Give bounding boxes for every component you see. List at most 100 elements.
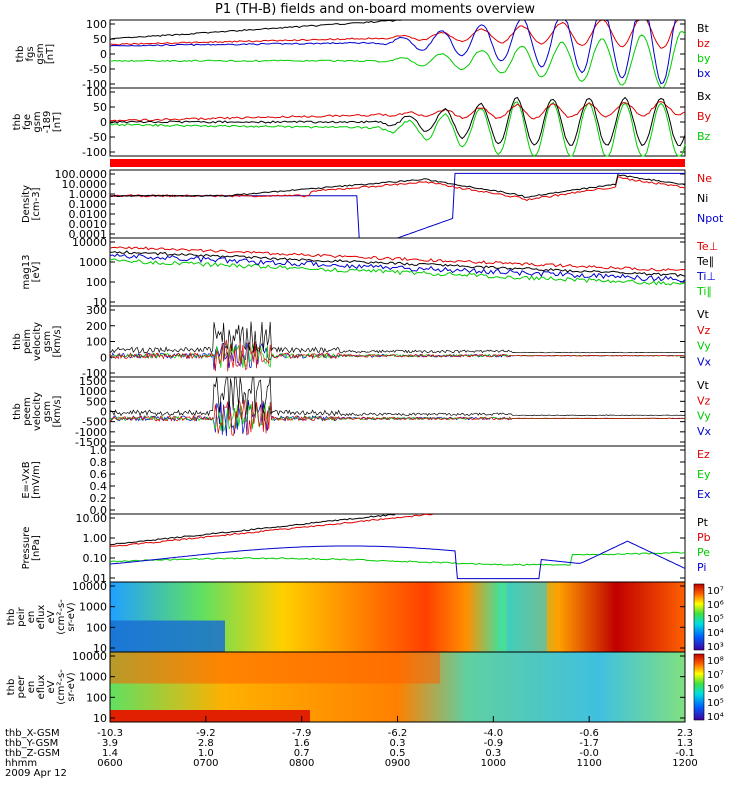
y-tick-label: 1.0000 — [69, 188, 108, 201]
legend-entry: Ex — [697, 488, 711, 501]
x-axis-row-label: thb_Z-GSM — [5, 748, 60, 759]
y-tick-label: 10.00 — [76, 512, 108, 525]
legend-entry: Bx — [697, 90, 712, 103]
y-axis-label: E=-VxB — [21, 461, 32, 498]
y-tick-label: 10 — [93, 712, 107, 725]
y-tick-label: 1.00 — [83, 532, 108, 545]
legend-entry: Pt — [697, 516, 709, 529]
y-axis-label: thb — [6, 609, 17, 626]
colorbar-tick-label: 10⁴ — [707, 712, 724, 723]
legend-entry: Te∥ — [696, 255, 714, 268]
y-tick-label: 10 — [93, 642, 107, 655]
series-ti-par — [109, 258, 686, 286]
y-axis-label: (cm²-s- — [56, 669, 67, 705]
panel-9: 10⁷ 10⁶ 10⁵ 10⁴ 10³ 10000 1000 100 10 thb peir en ef… — [6, 580, 724, 655]
panel-8: 10.00 1.00 0.10 0.01 Pressure [nPa] Pt Pb Pe Pi — [21, 512, 711, 585]
y-tick-label: 1.0 — [90, 444, 108, 457]
y-tick-label: 0 — [100, 48, 107, 61]
x-axis-value: -1.7 — [579, 738, 599, 749]
y-axis-label: [mV/m] — [31, 461, 42, 499]
x-axis-value: 1000 — [481, 758, 506, 769]
y-axis-label: fgs — [25, 46, 36, 61]
y-tick-label: 10000 — [72, 580, 107, 593]
y-tick-label: 1000 — [79, 601, 107, 614]
series-vt — [109, 321, 686, 354]
legend-entry: Pb — [697, 531, 711, 544]
y-axis-label: eflux — [36, 675, 47, 700]
colorbar-tick-label: 10⁵ — [707, 698, 724, 709]
y-axis-label: peir — [16, 606, 27, 626]
legend-entry: Ni — [697, 192, 708, 205]
y-tick-label: -1500 — [75, 436, 107, 449]
x-axis-value: 0700 — [193, 758, 218, 769]
series-ne — [109, 176, 686, 202]
y-axis-label: [km/s] — [52, 395, 63, 427]
series-te-perp — [109, 246, 686, 272]
y-axis-label: mag13 — [21, 255, 32, 290]
series-te-par — [109, 250, 686, 278]
y-tick-label: 200 — [86, 320, 107, 333]
y-axis-label: peem — [22, 397, 33, 425]
spectrogram-high-band — [110, 652, 440, 684]
colorbar-tick-label: 10⁶ — [707, 684, 724, 695]
panel-3: 100.000010.00001.00000.10000.01000.00100… — [21, 168, 724, 241]
y-axis-label: en — [26, 681, 37, 694]
y-axis-label: en — [26, 611, 37, 624]
legend-entry: Bz — [697, 130, 711, 143]
legend-entry: Ey — [697, 468, 711, 481]
series-pb — [110, 513, 434, 547]
y-tick-label: 0.0100 — [69, 208, 108, 221]
y-tick-label: 100.0000 — [55, 168, 108, 181]
y-tick-label: -100 — [82, 146, 107, 159]
colorbar-tick-label: 10⁷ — [707, 586, 724, 597]
series-pi — [109, 540, 686, 580]
x-axis-value: 0.3 — [390, 738, 406, 749]
legend-entry: Te⊥ — [696, 240, 718, 253]
series-vz — [109, 339, 686, 372]
y-tick-label: 50 — [93, 101, 107, 114]
y-axis-label: eV — [46, 610, 57, 623]
figure-title: P1 (TH-B) fields and on-board moments ov… — [215, 2, 535, 17]
x-axis-value: 0900 — [385, 758, 410, 769]
y-tick-label: 100 — [86, 86, 107, 99]
panel-frame — [109, 169, 686, 239]
series-pt — [109, 513, 396, 546]
date-label: 2009 Apr 12 — [5, 768, 67, 779]
legend-entry: Pe — [697, 546, 710, 559]
panel-10: 10⁸ 10⁷ 10⁶ 10⁵ 10⁴ 10000 1000 100 10 thb peer en ef… — [6, 650, 724, 725]
x-axis-value: 0.7 — [294, 748, 310, 759]
legend-entry: Ti⊥ — [696, 270, 716, 283]
panel-frame — [109, 237, 686, 307]
series-bz — [109, 101, 686, 157]
x-axis-value: -6.2 — [388, 728, 408, 739]
x-axis-value: 3.9 — [102, 738, 118, 749]
y-axis-label: [cm-3] — [31, 187, 42, 220]
y-tick-label: -500 — [82, 416, 107, 429]
legend-entry: Vy — [697, 340, 711, 353]
y-tick-label: -100 — [82, 367, 107, 380]
series-vt — [109, 376, 686, 417]
series-vy — [109, 402, 685, 433]
y-tick-label: 0.4 — [90, 480, 108, 493]
y-tick-label: 100 — [86, 276, 107, 289]
y-tick-label: 0.2 — [90, 492, 108, 505]
colorbar-tick-label: 10⁶ — [707, 600, 724, 611]
colorbar-tick-label: 10³ — [707, 642, 724, 653]
legend-entry: Vz — [697, 324, 711, 337]
y-tick-label: 10000 — [72, 650, 107, 663]
y-axis-label: thb — [12, 403, 23, 420]
y-tick-label: -1000 — [75, 426, 107, 439]
y-tick-label: 10 — [93, 296, 107, 309]
y-axis-label: peim — [22, 329, 33, 354]
panel-1: 100 50 0 -50 -100 thb fgs gsm [nT] Bt bz by bx — [15, 18, 711, 91]
legend-entry: Ne — [697, 172, 712, 185]
colorbar-tick-label: 10⁵ — [707, 614, 724, 625]
y-axis-label: gsm — [35, 43, 46, 64]
y-tick-label: 1000 — [79, 385, 107, 398]
series-pe — [109, 551, 686, 566]
x-axis-value: -0.6 — [579, 728, 599, 739]
spectrogram-low-energy-patch — [110, 620, 225, 652]
y-axis-label: [nT] — [52, 112, 63, 132]
y-axis-label: velocity — [32, 392, 43, 431]
